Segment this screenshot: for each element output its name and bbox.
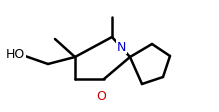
Text: O: O [96,89,106,102]
Text: HO: HO [6,47,25,60]
Text: N: N [117,41,126,54]
